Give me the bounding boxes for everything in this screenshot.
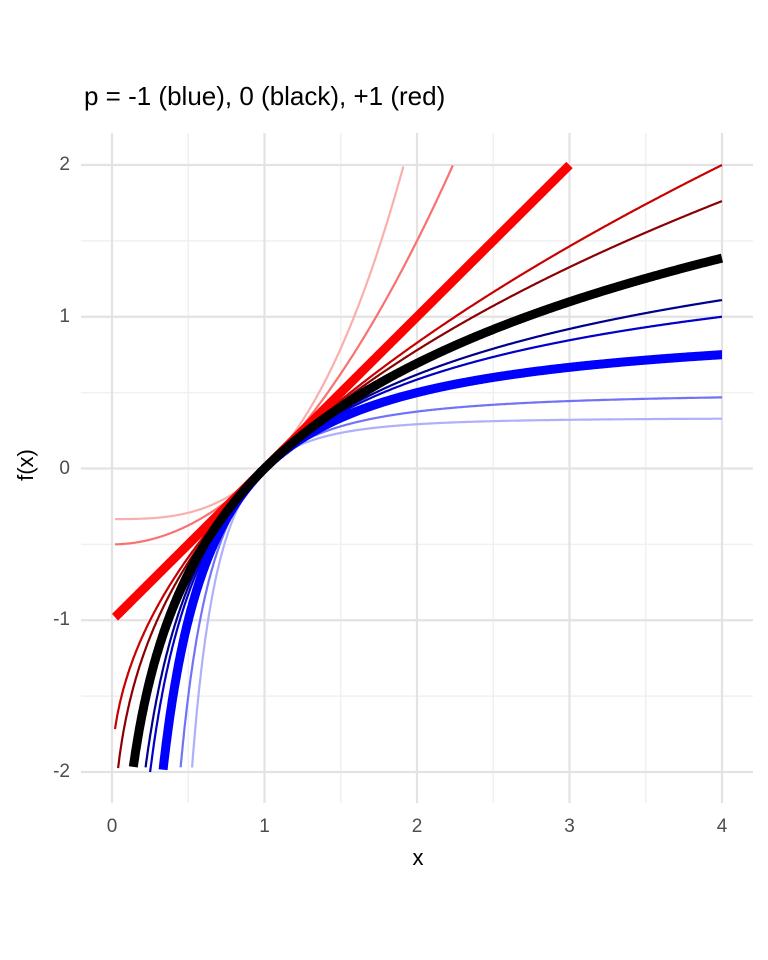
- curve-p-neg3: [191, 417, 723, 768]
- major-gridlines: [81, 133, 753, 803]
- x-tick-label-2: 2: [411, 816, 423, 837]
- y-tick-label-0: 0: [59, 457, 70, 479]
- curve-p2: [114, 164, 454, 546]
- y-tick-label--2: -2: [53, 761, 70, 782]
- y-axis-title: f(x): [13, 449, 38, 481]
- x-tick-label-1: 1: [259, 816, 270, 837]
- curve-p0: [128, 253, 726, 768]
- x-tick-label-4: 4: [716, 816, 728, 837]
- x-tick-label-3: 3: [564, 816, 575, 837]
- x-tick-label-0: 0: [106, 816, 118, 837]
- curve-group: [111, 161, 726, 773]
- y-tick-label--1: -1: [53, 609, 70, 631]
- plot-title: p = -1 (blue), 0 (black), +1 (red): [84, 81, 446, 111]
- curve-p-pos1: [111, 161, 574, 621]
- curve-p-neg-third: [144, 298, 723, 768]
- x-axis-title: x: [412, 845, 424, 870]
- curve-p-neg2: [179, 396, 723, 768]
- curve-p-neg1: [158, 350, 726, 771]
- y-tick-label-1: 1: [59, 305, 70, 327]
- curve-p-half: [113, 164, 723, 730]
- y-tick-label-2: 2: [59, 154, 70, 175]
